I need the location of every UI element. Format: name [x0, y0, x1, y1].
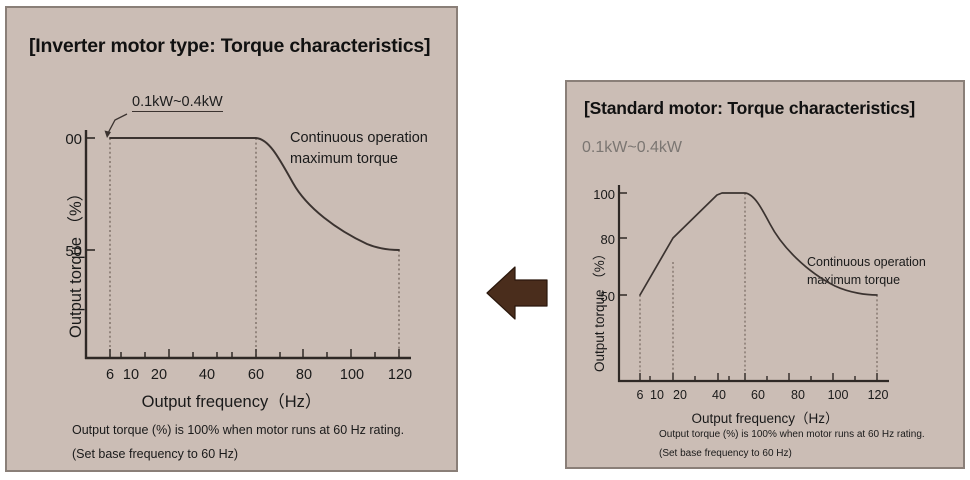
y-ticks-inverter: [86, 137, 95, 251]
y-ticks-standard: [619, 192, 627, 296]
footnote-line2-standard: (Set base frequency to 60 Hz): [659, 448, 792, 459]
y-tick-label-50-standard: 50: [601, 289, 615, 304]
x-axis-title-inverter: Output frequency（Hz）: [141, 393, 322, 411]
x-axis-title-standard: Output frequency（Hz）: [691, 411, 839, 426]
page-title-standard: [Standard motor: Torque characteristics]: [584, 98, 916, 118]
footnote-line2-inverter: (Set base frequency to 60 Hz): [72, 446, 239, 461]
torque-curve-inverter: [109, 137, 400, 251]
dotted-guides-standard: [639, 193, 878, 381]
standard-motor-panel: [Standard motor: Torque characteristics]…: [565, 80, 965, 469]
footnotes-inverter: Output torque (%) is 100% when motor run…: [72, 419, 404, 467]
x-tick-label-100-inverter: 100: [340, 367, 364, 383]
x-tick-label-20-standard: 20: [673, 388, 687, 402]
y-tick-label-50-inverter: 50: [65, 243, 82, 260]
inverter-motor-panel: [Inverter motor type: Torque characteris…: [5, 6, 458, 472]
continuous-torque-note-line2: maximum torque: [290, 151, 398, 168]
x-tick-label-40-standard: 40: [712, 388, 726, 402]
y-axis-title-standard: Output torque （%）: [592, 246, 607, 372]
y-tick-label-100-standard: 100: [593, 187, 615, 202]
x-tick-label-20-inverter: 20: [151, 367, 167, 383]
left-arrow-icon: [485, 262, 555, 324]
x-tick-label-60-inverter: 60: [248, 367, 264, 383]
x-ticks-standard: [639, 373, 878, 381]
torque-curve-standard: [639, 192, 878, 296]
dotted-guides-inverter: [109, 138, 400, 358]
torque-chart-inverter: 00 50 6 10 20 40 60 80 100 120: [65, 113, 412, 383]
footnote-line1-inverter: Output torque (%) is 100% when motor run…: [72, 423, 405, 437]
x-tick-label-60-standard: 60: [751, 388, 765, 402]
footnote-line1-standard: Output torque (%) is 100% when motor run…: [659, 429, 925, 440]
x-tick-label-120-standard: 120: [868, 388, 889, 402]
footnotes-standard: Output torque (%) is 100% when motor run…: [659, 425, 925, 463]
y-tick-label-80-standard: 80: [601, 232, 615, 247]
torque-chart-standard: 100 80 50 6 10 20 40 60 80 100 120: [593, 185, 889, 402]
continuous-torque-note-line1: Continuous operation: [807, 255, 926, 269]
x-tick-label-120-inverter: 120: [388, 367, 412, 383]
x-tick-label-80-standard: 80: [791, 388, 805, 402]
page-title-inverter: [Inverter motor type: Torque characteris…: [29, 35, 431, 57]
continuous-torque-note-line1: Continuous operation: [290, 130, 428, 146]
x-tick-label-40-inverter: 40: [199, 367, 215, 383]
x-tick-label-80-inverter: 80: [296, 367, 312, 383]
kw-annotation-standard: 0.1kW~0.4kW: [582, 139, 683, 156]
x-tick-label-10-inverter: 10: [123, 367, 139, 383]
x-tick-label-100-standard: 100: [828, 388, 849, 402]
y-tick-label-100-inverter: 00: [65, 131, 82, 148]
x-tick-label-6-inverter: 6: [106, 367, 114, 383]
x-tick-label-10-standard: 10: [650, 388, 664, 402]
y-axis-title-inverter: Output torque （%）: [67, 184, 85, 338]
kw-annotation-inverter: 0.1kW~0.4kW: [132, 94, 223, 112]
x-ticks-inverter: [109, 349, 400, 358]
continuous-torque-note-inverter: Continuous operation maximum torque: [290, 128, 428, 170]
kw-leader-line-inverter: [104, 113, 128, 138]
x-tick-label-6-standard: 6: [637, 388, 644, 402]
